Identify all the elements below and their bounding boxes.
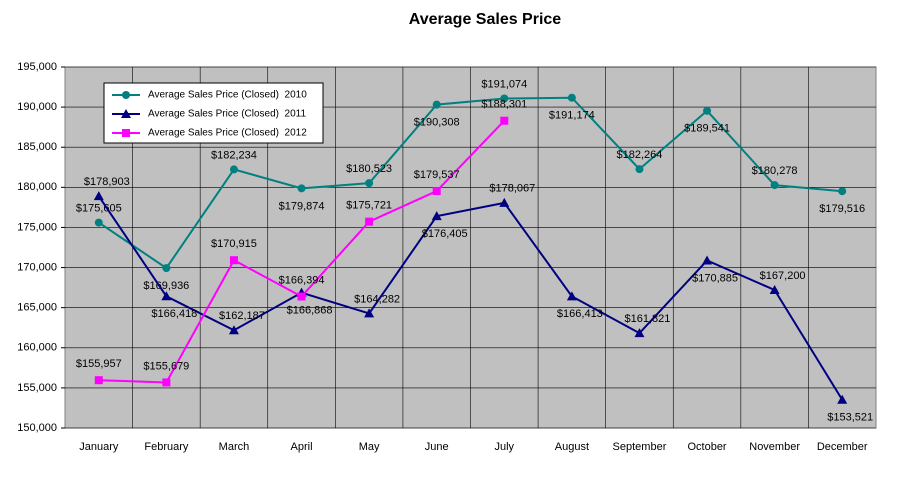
y-tick-label: 190,000	[17, 101, 57, 113]
point	[567, 93, 576, 102]
point	[769, 285, 780, 295]
point	[499, 197, 510, 207]
data-label: $176,405	[422, 228, 468, 240]
point	[702, 255, 713, 265]
y-tick-label: 180,000	[17, 181, 57, 193]
point	[431, 211, 442, 221]
data-label: $178,903	[84, 176, 130, 188]
data-label: $182,264	[617, 149, 663, 161]
legend-label: Average Sales Price (Closed) 2011	[148, 109, 306, 120]
data-label: $166,413	[557, 308, 603, 320]
data-label: $191,174	[549, 110, 595, 122]
data-label: $167,200	[760, 270, 806, 282]
point	[122, 129, 130, 137]
y-tick-label: 165,000	[17, 302, 57, 314]
y-tick-label: 170,000	[17, 261, 57, 273]
point	[229, 165, 238, 174]
x-tick-label: May	[359, 441, 380, 453]
data-label: $179,516	[819, 203, 865, 215]
x-tick-label: June	[425, 441, 449, 453]
x-tick-label: December	[817, 441, 868, 453]
data-label: $175,605	[76, 202, 122, 214]
data-label: $188,301	[481, 99, 527, 111]
point	[432, 100, 441, 109]
point	[228, 325, 239, 335]
point	[770, 181, 779, 190]
x-tick-label: November	[749, 441, 800, 453]
x-tick-label: February	[144, 441, 189, 453]
data-label: $166,418	[151, 308, 197, 320]
series: $178,903 $166,418 $162,187 $166,868 $164,282…	[84, 176, 873, 424]
y-tick-label: 150,000	[17, 422, 57, 434]
point	[229, 256, 238, 265]
y-tick-label: 195,000	[17, 61, 57, 73]
data-label: $178,067	[489, 183, 535, 195]
series: $155,957 $155,679 $170,915 $166,394 $175,721…	[76, 99, 527, 387]
point	[162, 378, 171, 387]
data-label: $162,187	[219, 310, 265, 322]
data-label: $170,885	[692, 272, 738, 284]
point	[93, 191, 104, 201]
x-tick-label: July	[495, 441, 515, 453]
x-tick-label: January	[79, 441, 119, 453]
y-tick-label: 175,000	[17, 221, 57, 233]
data-label: $180,523	[346, 163, 392, 175]
data-label: $155,957	[76, 358, 122, 370]
point	[161, 291, 172, 301]
data-label: $161,821	[625, 313, 671, 325]
x-tick-label: August	[555, 441, 589, 453]
point	[703, 106, 712, 115]
data-label: $189,541	[684, 123, 730, 135]
point	[365, 217, 374, 226]
data-label: $179,874	[279, 200, 325, 212]
data-label: $166,394	[279, 274, 325, 286]
point	[365, 179, 374, 188]
series: $175,605 $169,936 $182,234 $179,874 $180,523…	[76, 78, 865, 292]
point	[94, 218, 103, 227]
point	[635, 165, 644, 174]
series-line	[98, 96, 843, 270]
data-label: $164,282	[354, 293, 400, 305]
y-tick-label: 160,000	[17, 342, 57, 354]
point	[364, 308, 375, 318]
point	[500, 94, 509, 103]
data-label: $180,278	[752, 165, 798, 177]
data-label: $175,721	[346, 200, 392, 212]
legend-box	[103, 82, 324, 144]
x-tick-label: September	[613, 441, 667, 453]
legend: Average Sales Price (Closed) 2010 Average…	[103, 82, 324, 144]
series-line	[97, 195, 844, 401]
data-label: $166,868	[287, 305, 333, 317]
legend-label: Average Sales Price (Closed) 2012	[148, 128, 307, 139]
point	[297, 184, 306, 193]
y-tick-label: 155,000	[17, 382, 57, 394]
point	[634, 328, 645, 338]
point	[500, 116, 509, 125]
chart-title: Average Sales Price	[409, 11, 562, 28]
point	[837, 394, 848, 404]
data-label: $169,936	[143, 280, 189, 292]
data-label: $191,074	[481, 78, 527, 90]
data-label: $190,308	[414, 117, 460, 129]
point	[838, 187, 847, 196]
legend-label: Average Sales Price (Closed) 2010	[148, 90, 307, 101]
data-label: $179,537	[414, 169, 460, 181]
point	[432, 187, 441, 196]
y-tick-label: 185,000	[17, 141, 57, 153]
point	[162, 264, 171, 273]
point	[566, 291, 577, 301]
data-label: $155,679	[143, 360, 189, 372]
x-tick-label: October	[687, 441, 726, 453]
point	[297, 292, 306, 301]
point	[121, 109, 131, 118]
data-label: $182,234	[211, 149, 257, 161]
data-label: $170,915	[211, 238, 257, 250]
data-label: $153,521	[827, 412, 873, 424]
point	[94, 376, 103, 385]
x-tick-label: April	[291, 441, 313, 453]
point	[122, 91, 130, 99]
x-tick-label: March	[219, 441, 250, 453]
